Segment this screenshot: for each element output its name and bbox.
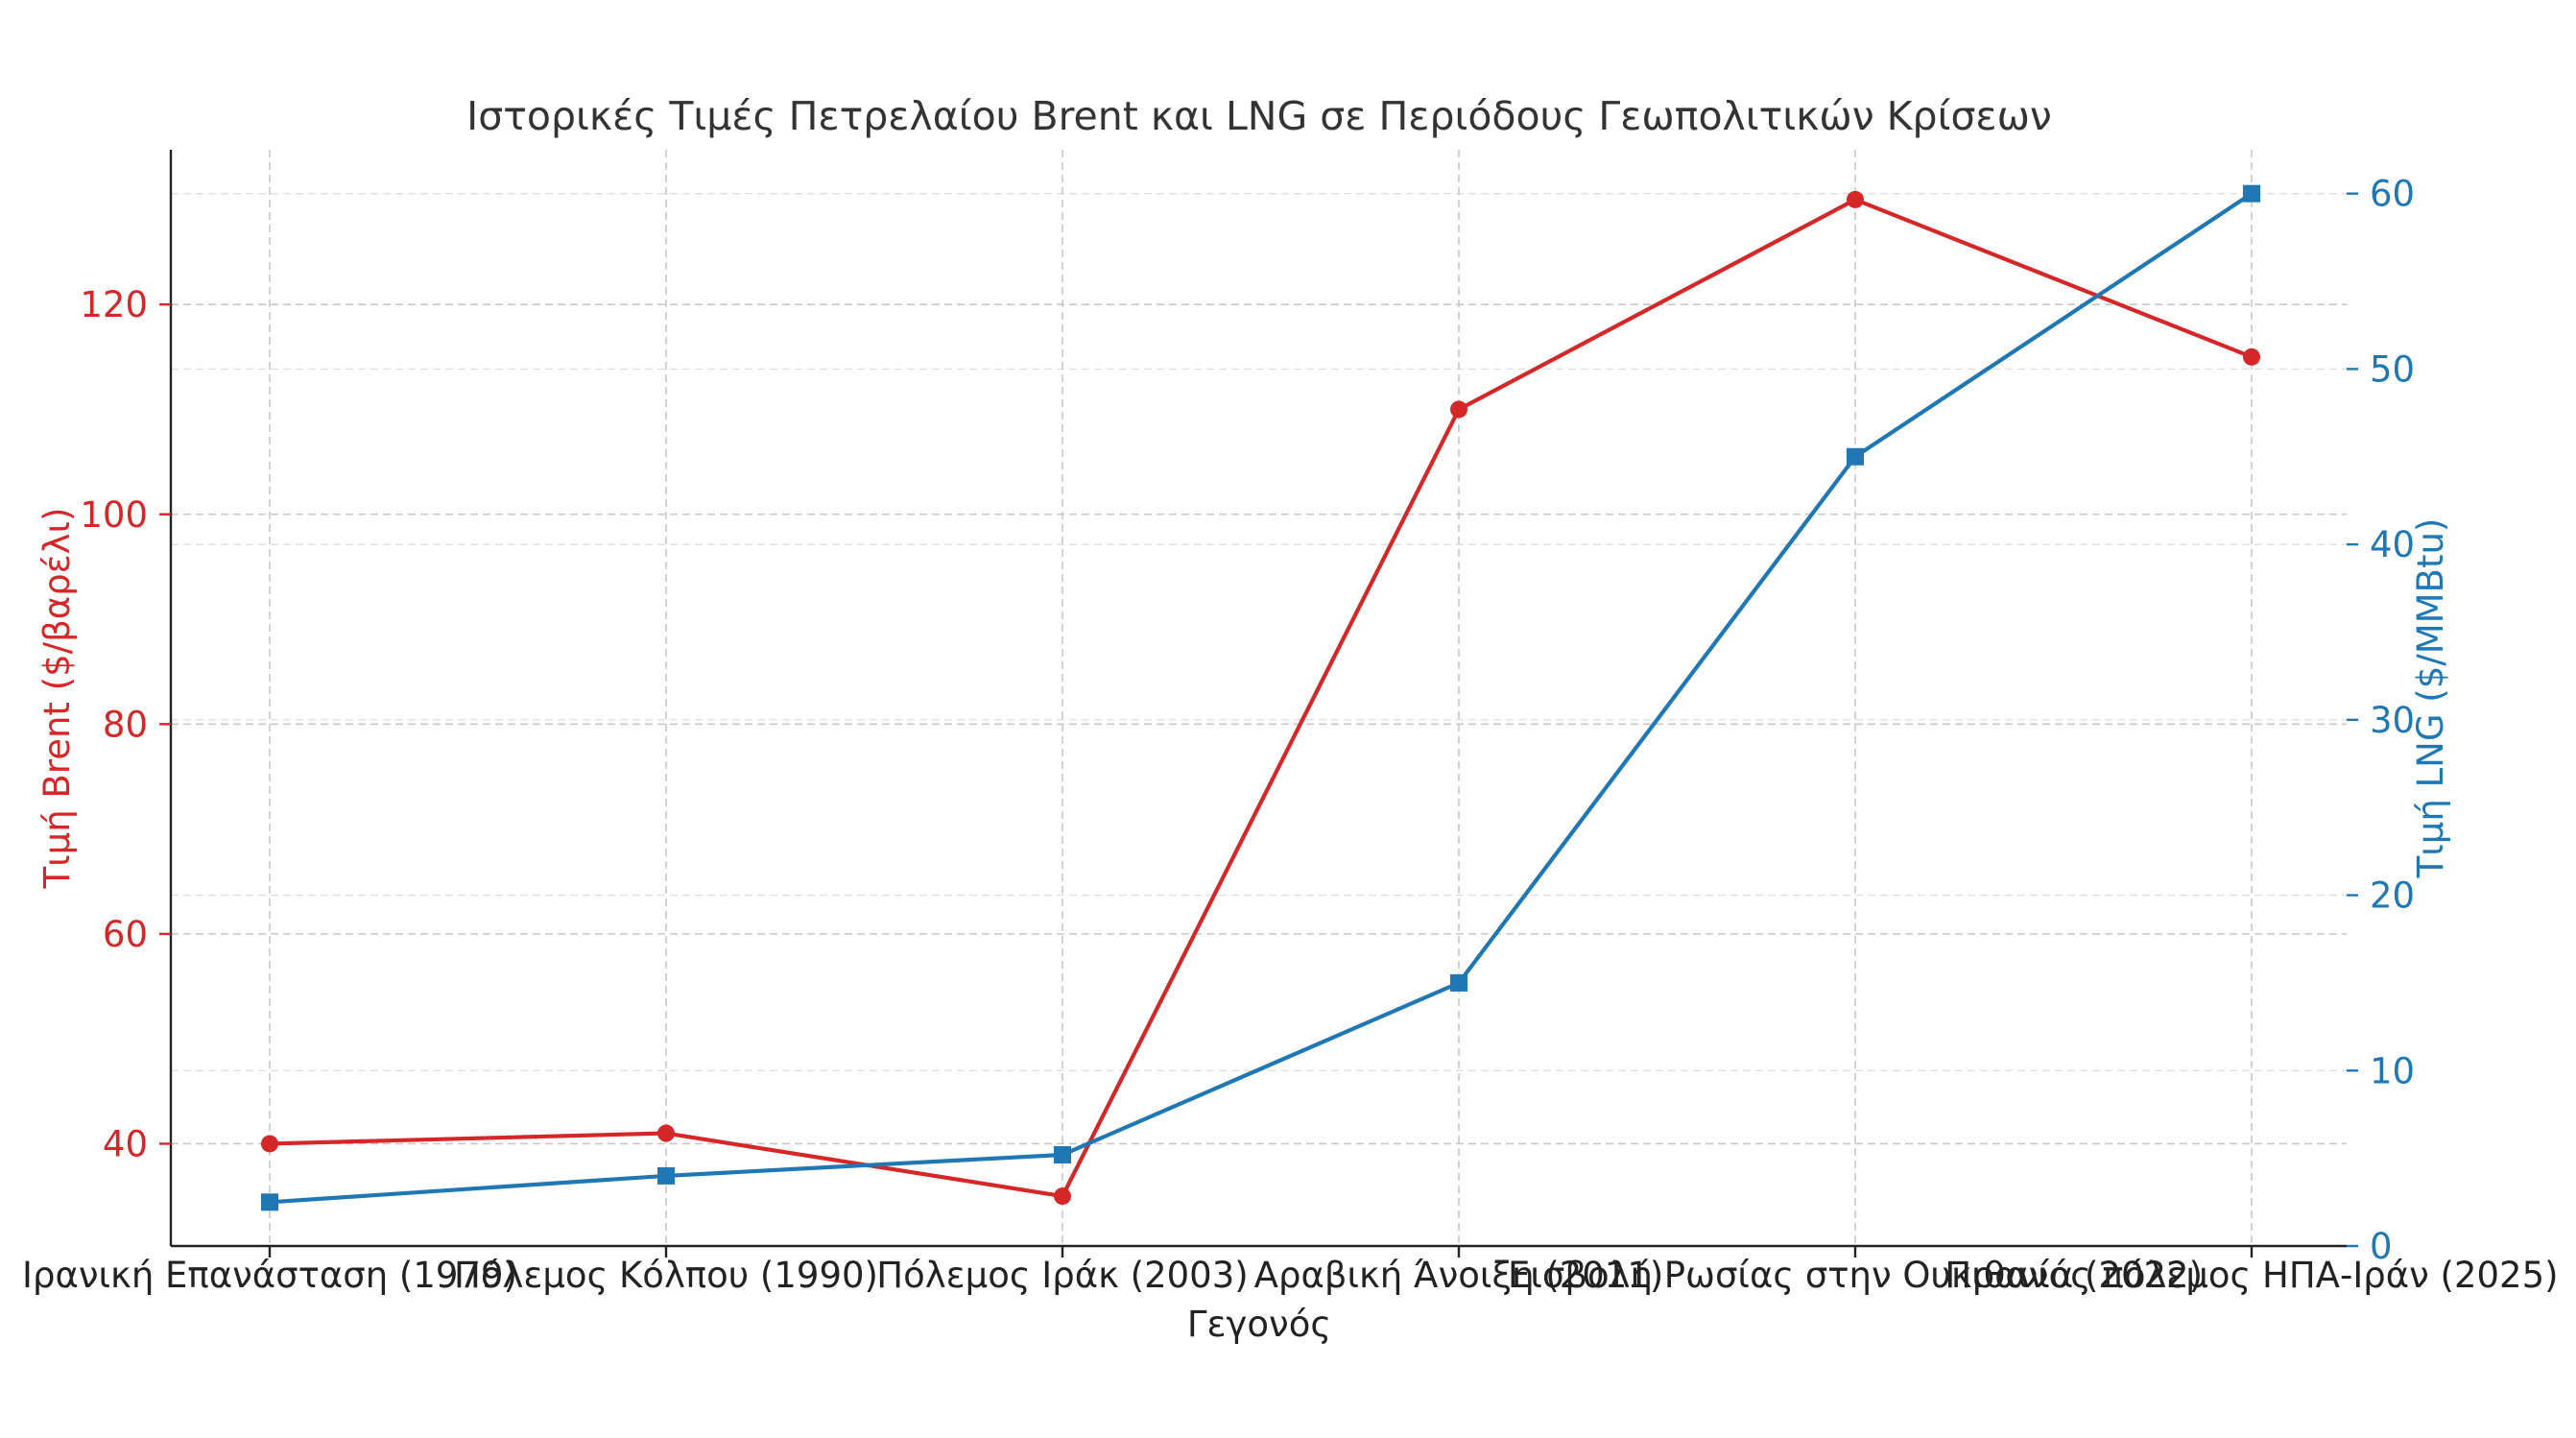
y-tick-label-right: 30 <box>2370 700 2415 741</box>
y-tick-label-left: 60 <box>103 914 148 955</box>
data-point-brent <box>2243 348 2260 366</box>
y-tick-label-right: 0 <box>2370 1226 2393 1267</box>
y-axis-label-right: Τιμή LNG ($/MMBtu) <box>2410 518 2451 879</box>
data-point-lng <box>1450 973 1467 992</box>
y-tick-label-right: 60 <box>2370 174 2415 215</box>
y-tick-label-right: 20 <box>2370 875 2415 917</box>
data-point-lng <box>261 1193 278 1211</box>
y-ticks-right: 0 10 20 30 40 50 60 <box>2347 174 2415 1267</box>
grid-lines-vertical <box>269 150 2253 1246</box>
y-tick-label-left: 40 <box>103 1123 148 1164</box>
series-brent <box>261 190 2260 1206</box>
axes <box>169 150 2347 1248</box>
series-line-lng <box>269 191 2254 1205</box>
y-axis-label-left: Τιμή Brent ($/βαρέλι) <box>36 508 78 890</box>
x-tick-label: Ιρανική Επανάσταση (1979) <box>22 1255 517 1296</box>
series-line-brent <box>269 197 2253 1199</box>
y-ticks-left: 40 60 80 100 120 <box>80 284 171 1164</box>
data-point-lng <box>1054 1145 1071 1163</box>
y-tick-label-right: 10 <box>2370 1050 2415 1091</box>
x-tick-label: Εισβολή Ρωσίας στην Ουκρανία (2022) <box>1508 1255 2203 1296</box>
x-axis-label: Γεγονός <box>1187 1304 1331 1345</box>
data-point-brent <box>1847 190 1864 208</box>
data-point-lng <box>657 1166 675 1185</box>
series-lng <box>261 184 2260 1211</box>
y-tick-label-right: 50 <box>2370 348 2415 390</box>
x-tick-label: Αραβική Άνοιξη (2011) <box>1254 1255 1664 1296</box>
data-point-brent <box>1450 400 1467 419</box>
series-layer <box>261 184 2260 1211</box>
y-tick-label-right: 40 <box>2370 524 2415 565</box>
data-point-lng <box>2243 184 2260 203</box>
data-point-lng <box>1847 447 1864 466</box>
x-tick-labels: Ιρανική Επανάσταση (1979)Πόλεμος Κόλπου … <box>22 1246 2559 1296</box>
chart-title: Ιστορικές Τιμές Πετρελαίου Brent και LNG… <box>466 93 2052 139</box>
data-point-brent <box>657 1124 675 1142</box>
data-point-brent <box>1054 1187 1071 1206</box>
y-tick-label-left: 80 <box>103 704 148 745</box>
x-tick-label: Πόλεμος Κόλπου (1990) <box>454 1255 878 1296</box>
y-tick-label-left: 120 <box>80 284 148 325</box>
grid-lines-right-axis <box>171 192 2347 1247</box>
x-tick-label: Πιθανός πόλεμος ΗΠΑ-Ιράν (2025) <box>1944 1255 2558 1296</box>
grid-lines-left-axis <box>171 303 2347 1145</box>
data-point-brent <box>261 1135 278 1153</box>
y-tick-label-left: 100 <box>80 494 148 536</box>
x-tick-label: Πόλεμος Ιράκ (2003) <box>876 1255 1248 1296</box>
